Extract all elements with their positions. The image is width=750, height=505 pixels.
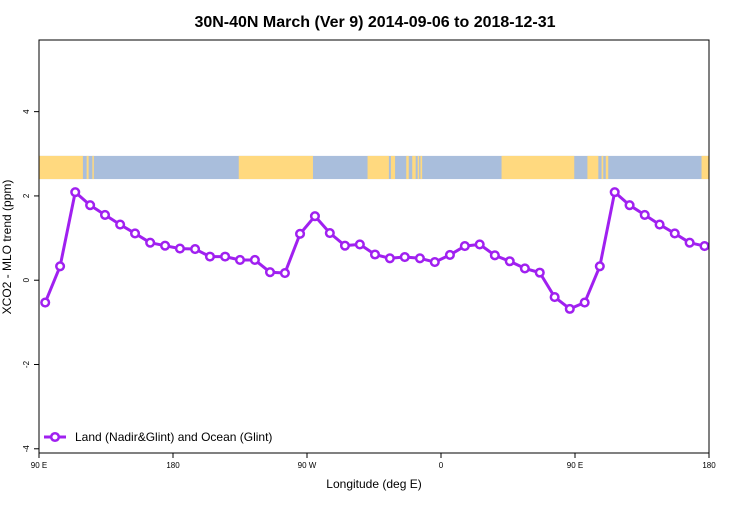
- map-land: [412, 155, 416, 180]
- data-point: [519, 263, 530, 274]
- map-land: [501, 155, 575, 180]
- map-land: [701, 155, 709, 180]
- y-tick-label: 2: [22, 193, 31, 198]
- map-land: [601, 155, 604, 180]
- data-point: [594, 261, 605, 272]
- data-point: [654, 219, 665, 230]
- data-point: [444, 249, 455, 260]
- y-tick-label: -4: [22, 445, 31, 453]
- data-point: [339, 240, 351, 251]
- data-point: [145, 237, 156, 248]
- map-land: [420, 155, 423, 180]
- y-tick-label: -2: [22, 360, 31, 368]
- data-point: [504, 256, 515, 267]
- data-point: [414, 253, 425, 264]
- chart-title: 30N-40N March (Ver 9) 2014-09-06 to 2018…: [194, 14, 555, 31]
- map-land: [39, 155, 83, 180]
- data-point: [624, 200, 635, 211]
- data-point: [549, 292, 560, 303]
- y-axis: -4 -2 0 2 4: [22, 109, 39, 452]
- data-point: [564, 303, 575, 314]
- data-point: [55, 261, 66, 272]
- map-land: [605, 155, 609, 180]
- map-land: [587, 155, 599, 180]
- map-land: [86, 155, 89, 180]
- data-point: [489, 250, 500, 261]
- data-point: [669, 228, 680, 239]
- plot-frame: [38, 39, 710, 454]
- legend: Land (Nadir&Glint) and Ocean (Glint): [44, 430, 272, 444]
- data-point: [474, 239, 485, 250]
- data-point: [384, 253, 395, 264]
- legend-label: Land (Nadir&Glint) and Ocean (Glint): [75, 430, 272, 444]
- x-axis-label: Longitude (deg E): [326, 477, 421, 491]
- data-point: [174, 243, 185, 254]
- map-land: [417, 155, 420, 180]
- data-point: [429, 257, 440, 268]
- x-tick-label: 90 W: [298, 461, 317, 470]
- data-point: [204, 251, 216, 262]
- data-point: [609, 187, 620, 198]
- x-axis: 90 E 180 90 W 0 90 E 180: [31, 453, 716, 470]
- series-layer: [40, 187, 710, 314]
- y-tick-label: 4: [22, 109, 31, 114]
- map-strip: [39, 155, 709, 180]
- data-point: [220, 251, 231, 262]
- data-point: [684, 237, 695, 248]
- data-point: [115, 219, 126, 230]
- data-point: [249, 254, 260, 266]
- data-point: [234, 254, 246, 266]
- x-tick-label: 180: [166, 461, 180, 470]
- map-land: [390, 155, 396, 180]
- data-point: [639, 209, 650, 220]
- y-axis-label: XCO2 - MLO trend (ppm): [0, 180, 14, 315]
- data-point: [129, 228, 141, 239]
- data-point: [459, 241, 470, 252]
- data-point: [40, 297, 51, 308]
- x-tick-label: 0: [439, 461, 444, 470]
- data-point: [85, 200, 96, 211]
- data-point: [399, 251, 410, 263]
- x-tick-label: 90 E: [567, 461, 583, 470]
- data-point: [534, 267, 545, 278]
- x-tick-label: 90 E: [31, 461, 47, 470]
- data-point: [295, 228, 306, 239]
- y-tick-label: 0: [22, 277, 31, 282]
- data-point: [369, 249, 381, 260]
- map-land: [92, 155, 94, 180]
- data-point: [70, 187, 81, 198]
- data-point: [264, 267, 276, 278]
- data-point: [324, 227, 335, 239]
- legend-marker: [49, 431, 61, 443]
- data-point: [579, 297, 590, 308]
- data-point: [190, 243, 201, 255]
- data-point: [699, 241, 710, 252]
- map-land: [367, 155, 389, 180]
- data-point: [309, 211, 320, 222]
- x-tick-label: 180: [702, 461, 716, 470]
- map-land: [238, 155, 313, 180]
- data-point: [160, 240, 171, 251]
- data-point: [99, 209, 111, 220]
- data-point: [354, 239, 365, 250]
- data-point: [279, 268, 290, 279]
- map-land: [406, 155, 409, 180]
